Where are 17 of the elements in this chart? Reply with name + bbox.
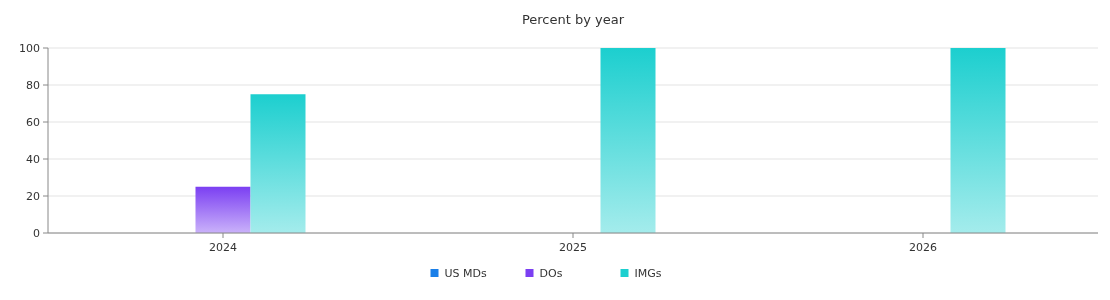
chart-title: Percent by year bbox=[521, 12, 625, 27]
bar bbox=[950, 48, 1006, 233]
legend-label: IMGs bbox=[634, 266, 662, 280]
x-tick-label: 2025 bbox=[559, 241, 587, 254]
legend-label: US MDs bbox=[444, 266, 487, 280]
legend-label: DOs bbox=[539, 266, 563, 280]
bar bbox=[250, 94, 306, 233]
x-tick-label: 2026 bbox=[909, 241, 937, 254]
y-tick-label: 80 bbox=[26, 78, 40, 92]
bar bbox=[600, 48, 656, 233]
y-tick-label: 100 bbox=[19, 41, 40, 55]
bar bbox=[195, 186, 251, 233]
y-tick-label: 20 bbox=[26, 189, 40, 203]
x-tick-label: 2024 bbox=[209, 241, 237, 254]
y-tick-label: 60 bbox=[26, 115, 40, 129]
y-tick-label: 40 bbox=[26, 152, 40, 166]
y-tick-label: 0 bbox=[33, 226, 40, 240]
